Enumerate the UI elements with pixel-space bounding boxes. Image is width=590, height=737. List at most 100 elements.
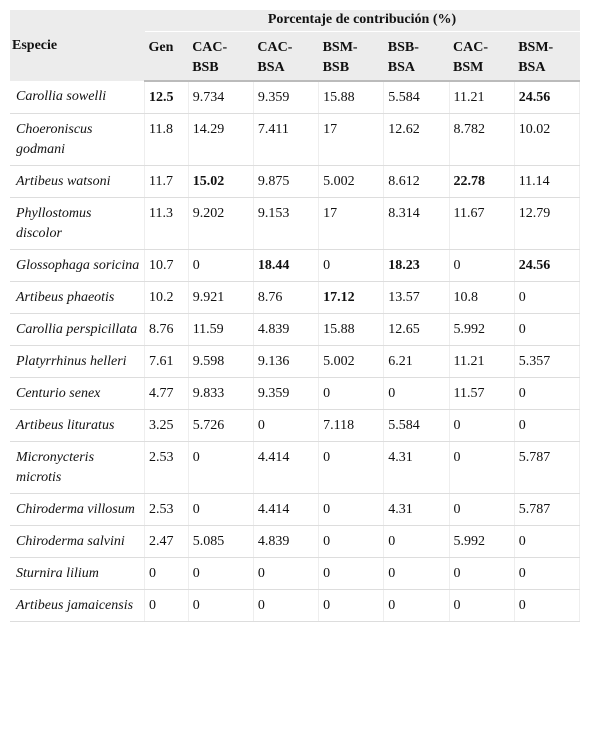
value-cell: 9.202 [188,197,254,250]
value-cell: 0 [253,409,320,442]
value-cell: 5.726 [188,409,254,442]
table-row: Artibeus jamaicensis 0 0 0 0 0 0 0 [10,589,581,622]
value-cell: 3.25 [144,409,189,442]
value-cell: 14.29 [188,113,254,166]
species-cell: Artibeus lituratus [10,409,145,442]
value-cell: 4.31 [383,493,450,526]
value-cell: 0 [144,589,189,622]
value-cell: 5.002 [318,165,385,198]
value-cell: 18.23 [383,249,450,282]
value-cell: 13.57 [383,281,450,314]
value-cell: 18.44 [253,249,320,282]
value-cell: 0 [514,313,581,346]
species-cell: Carollia perspicillata [10,313,145,346]
value-cell: 5.002 [318,345,385,378]
value-cell: 12.62 [383,113,450,166]
column-header-text: BSM-BSA [518,40,554,75]
value-cell: 15.02 [188,165,254,198]
table-body: Carollia sowelli 12.5 9.734 9.359 15.88 5.584… [10,81,581,622]
value-cell: 0 [383,589,450,622]
value-cell: 0 [188,441,254,494]
value-cell: 9.153 [253,197,320,250]
group-header: Porcentaje de contribución (%) [144,10,580,32]
value-cell: 4.31 [383,441,450,494]
value-cell: 0 [318,377,385,410]
value-cell: 2.47 [144,525,189,558]
value-cell: 0 [449,557,515,590]
value-cell: 0 [318,441,385,494]
value-cell: 0 [514,557,581,590]
value-cell: 0 [449,589,515,622]
value-cell: 4.839 [253,313,320,346]
value-cell: 8.314 [383,197,450,250]
column-header: CAC-BSB [188,31,254,82]
header-row: Especie Porcentaje de contribución (%) [10,10,580,81]
column-header: BSM-BSB [318,31,384,82]
value-cell: 0 [383,557,450,590]
value-cell: 11.7 [144,165,189,198]
table-row: Glossophaga soricina 10.7 0 18.44 0 18.23 0 24.… [10,249,581,282]
table-row: Platyrrhinus helleri 7.61 9.598 9.136 5.002 6… [10,345,581,378]
value-cell: 5.584 [383,81,450,114]
table-row: Phyllostomus discolor 11.3 9.202 9.153 17 8.3… [10,197,581,250]
table-row: Artibeus lituratus 3.25 5.726 0 7.118 5.584 0 0 [10,409,581,442]
value-cell: 4.839 [253,525,320,558]
value-cell: 2.53 [144,493,189,526]
column-header: Gen [144,31,189,82]
value-cell: 0 [318,493,385,526]
species-cell: Phyllostomus discolor [10,197,145,250]
value-cell: 10.02 [514,113,581,166]
table-row: Artibeus phaeotis 10.2 9.921 8.76 17.12 13.57… [10,281,581,314]
table-row: Carollia perspicillata 8.76 11.59 4.839 15.8… [10,313,581,346]
value-cell: 11.8 [144,113,189,166]
value-cell: 5.584 [383,409,450,442]
value-cell: 9.833 [188,377,254,410]
value-cell: 0 [318,557,385,590]
species-cell: Artibeus watsoni [10,165,145,198]
value-cell: 0 [449,493,515,526]
value-cell: 8.76 [253,281,320,314]
value-cell: 0 [449,249,515,282]
value-cell: 8.782 [449,113,515,166]
value-cell: 0 [514,409,581,442]
value-cell: 12.79 [514,197,581,250]
column-header-text: BSB-BSA [387,40,419,75]
value-cell: 0 [144,557,189,590]
column-header: BSM-BSA [514,31,580,82]
value-cell: 11.21 [449,81,515,114]
table-row: Artibeus watsoni 11.7 15.02 9.875 5.002 8.612… [10,165,581,198]
value-cell: 5.992 [449,313,515,346]
value-cell: 8.76 [144,313,189,346]
species-cell: Artibeus jamaicensis [10,589,145,622]
value-cell: 0 [188,493,254,526]
value-cell: 6.21 [383,345,450,378]
column-header-text: Gen [148,40,174,55]
value-cell: 11.21 [449,345,515,378]
value-cell: 17 [318,197,385,250]
value-cell: 0 [318,249,385,282]
species-cell: Choeroniscus godmani [10,113,145,166]
column-header: CAC-BSA [253,31,319,82]
value-cell: 0 [514,525,581,558]
value-cell: 15.88 [318,81,385,114]
value-cell: 0 [383,377,450,410]
table-row: Carollia sowelli 12.5 9.734 9.359 15.88 5.584… [10,81,581,114]
value-cell: 0 [514,377,581,410]
table-row: Chiroderma villosum 2.53 0 4.414 0 4.31 0 5.787 [10,493,581,526]
column-header-text: CAC-BSB [192,40,228,75]
species-cell: Platyrrhinus helleri [10,345,145,378]
value-cell: 9.136 [253,345,320,378]
value-cell: 22.78 [449,165,515,198]
value-cell: 17 [318,113,385,166]
value-cell: 11.59 [188,313,254,346]
value-cell: 4.414 [253,493,320,526]
species-cell: Centurio senex [10,377,145,410]
value-cell: 5.787 [514,493,581,526]
value-cell: 9.359 [253,81,320,114]
value-cell: 0 [318,589,385,622]
value-cell: 0 [318,525,385,558]
value-cell: 7.61 [144,345,189,378]
value-cell: 11.57 [449,377,515,410]
row-header: Especie [10,10,145,81]
